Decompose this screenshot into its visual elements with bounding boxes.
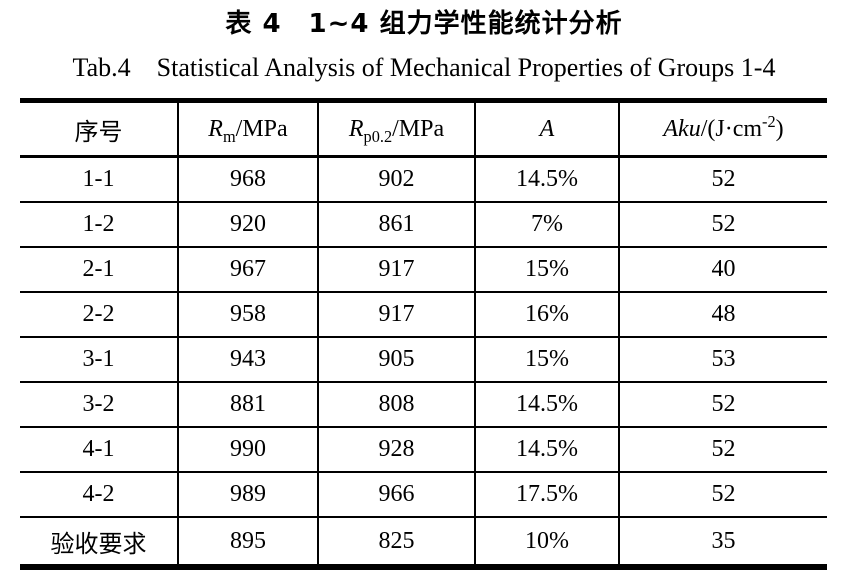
cell-a: 14.5% — [474, 382, 619, 428]
table-row: 3-1 943 905 15% 53 — [20, 337, 827, 383]
cell-id: 4-2 — [20, 472, 178, 518]
cell-aku: 52 — [618, 472, 827, 518]
cell-id: 2-1 — [20, 247, 178, 293]
header-row: 序号 Rm/MPa Rp0.2/MPa A Aku/(J·cm-2) — [20, 100, 827, 158]
cell-rm: 920 — [177, 202, 318, 248]
cell-a: 16% — [474, 292, 619, 338]
cell-id: 4-1 — [20, 427, 178, 473]
cell-aku: 48 — [618, 292, 827, 338]
cell-aku: 53 — [618, 337, 827, 383]
header-cell-rp02: Rp0.2/MPa — [317, 100, 475, 158]
cell-rm: 968 — [177, 156, 318, 203]
cell-a: 14.5% — [474, 427, 619, 473]
rm-unit: /MPa — [235, 115, 288, 142]
cell-a: 15% — [474, 337, 619, 383]
aku-unit-open: /(J·cm — [700, 115, 763, 142]
cell-rm: 989 — [177, 472, 318, 518]
table-row: 2-2 958 917 16% 48 — [20, 292, 827, 338]
cell-rm: 895 — [177, 517, 318, 567]
header-cell-id: 序号 — [20, 100, 178, 158]
cell-rm: 881 — [177, 382, 318, 428]
table-row: 4-2 989 966 17.5% 52 — [20, 472, 827, 518]
cell-rp02: 905 — [317, 337, 475, 383]
cell-rp02: 902 — [317, 156, 475, 203]
cell-id: 1-2 — [20, 202, 178, 248]
table-row: 4-1 990 928 14.5% 52 — [20, 427, 827, 473]
cell-a: 15% — [474, 247, 619, 293]
cell-rm: 967 — [177, 247, 318, 293]
cell-a: 17.5% — [474, 472, 619, 518]
rp02-unit: /MPa — [392, 115, 445, 142]
aku-unit-close: ) — [775, 115, 784, 142]
mechanical-properties-table: 序号 Rm/MPa Rp0.2/MPa A Aku/(J·cm-2) 1-1 9… — [20, 98, 827, 570]
table-row: 1-2 920 861 7% 52 — [20, 202, 827, 248]
table-caption-zh: 表 4 1~4 组力学性能统计分析 — [225, 9, 623, 39]
cell-aku: 52 — [618, 382, 827, 428]
cell-id: 验收要求 — [50, 531, 147, 558]
table-row: 3-2 881 808 14.5% 52 — [20, 382, 827, 428]
header-cell-a: A — [474, 100, 619, 158]
a-symbol: A — [539, 115, 555, 142]
cell-rp02: 825 — [317, 517, 475, 567]
table-caption-en: Tab.4 Statistical Analysis of Mechanical… — [72, 53, 776, 82]
cell-aku: 35 — [618, 517, 827, 567]
cell-rm: 958 — [177, 292, 318, 338]
cell-a: 7% — [474, 202, 619, 248]
rm-symbol: R — [208, 115, 223, 142]
cell-aku: 40 — [618, 247, 827, 293]
cell-aku: 52 — [618, 156, 827, 203]
cell-rp02: 928 — [317, 427, 475, 473]
table-header: 序号 Rm/MPa Rp0.2/MPa A Aku/(J·cm-2) — [20, 100, 827, 158]
cell-rp02: 861 — [317, 202, 475, 248]
cell-a: 14.5% — [474, 156, 619, 203]
cell-id: 1-1 — [20, 156, 178, 203]
header-cell-rm: Rm/MPa — [177, 100, 318, 158]
aku-symbol: Aku — [663, 115, 701, 142]
cell-rp02: 966 — [317, 472, 475, 518]
cell-rp02: 917 — [317, 292, 475, 338]
aku-superscript: -2 — [762, 111, 776, 131]
cell-aku: 52 — [618, 202, 827, 248]
table-row-acceptance: 验收要求 895 825 10% 35 — [20, 517, 827, 567]
rm-subscript: m — [222, 126, 236, 146]
table-row: 1-1 968 902 14.5% 52 — [20, 156, 827, 203]
cell-rp02: 917 — [317, 247, 475, 293]
cell-id: 3-1 — [20, 337, 178, 383]
cell-aku: 52 — [618, 427, 827, 473]
cell-id: 2-2 — [20, 292, 178, 338]
rp02-symbol: R — [348, 115, 364, 142]
header-cell-aku: Aku/(J·cm-2) — [618, 100, 827, 158]
table-row: 2-1 967 917 15% 40 — [20, 247, 827, 293]
cell-rm: 990 — [177, 427, 318, 473]
table-body: 1-1 968 902 14.5% 52 1-2 920 861 7% 52 2… — [20, 156, 827, 567]
header-id-label: 序号 — [74, 119, 123, 146]
cell-rp02: 808 — [317, 382, 475, 428]
cell-rm: 943 — [177, 337, 318, 383]
cell-a: 10% — [474, 517, 619, 567]
cell-id: 3-2 — [20, 382, 178, 428]
rp02-subscript: p0.2 — [363, 126, 393, 146]
